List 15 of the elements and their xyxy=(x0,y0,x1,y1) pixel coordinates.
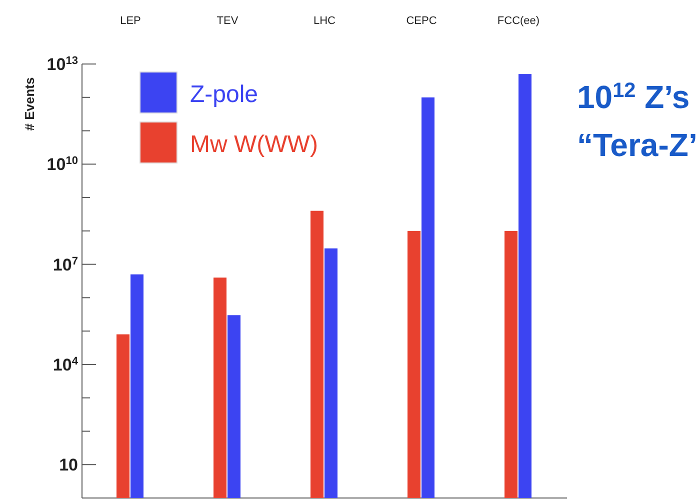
y-tick-label: 10 xyxy=(59,456,78,475)
legend-label: Z-pole xyxy=(190,81,258,108)
text: “Tera-Z” xyxy=(577,127,697,163)
x-tick-label: CEPC xyxy=(406,15,437,27)
x-tick-label: LHC xyxy=(313,15,336,27)
x-tick-label: LEP xyxy=(120,15,141,27)
x-tick-label: FCC(ee) xyxy=(497,15,540,27)
x-tick-label: TEV xyxy=(216,15,239,27)
y-tick-label: 10$^{13}$ xyxy=(46,55,78,74)
y-tick-label: 10$^{7}$ xyxy=(52,255,78,274)
legend-label: Mw W(WW) xyxy=(190,131,318,158)
text: 10$^{12}$ Z’s xyxy=(577,78,690,115)
y-axis-title: # Events xyxy=(22,77,37,131)
y-tick-label: 10$^{4}$ xyxy=(52,355,79,374)
y-tick-label: 10$^{10}$ xyxy=(46,155,78,174)
